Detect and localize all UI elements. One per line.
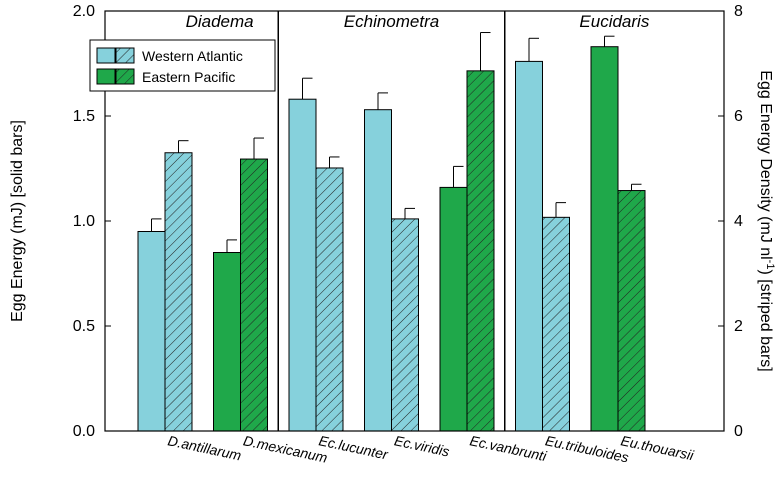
bar-striped-6: [617, 190, 646, 432]
category-label-2: Ec.lucunter: [317, 432, 390, 462]
bar-solid-0: [137, 231, 166, 432]
category-label-5: Eu.tribuloides: [544, 432, 630, 465]
legend-swatch-western-atlantic-striped: [115, 47, 135, 64]
left-tick-label-2: 1.0: [73, 213, 95, 230]
genus-labels: Diadema Echinometra Eucidaris: [186, 12, 650, 31]
bar-solid-1: [213, 252, 241, 432]
right-tick-label-2: 4: [734, 213, 743, 230]
category-label-6: Eu.thouarsii: [619, 432, 696, 463]
left-tick-label-4: 2.0: [73, 3, 95, 20]
genus-label-2: Eucidaris: [579, 12, 649, 31]
legend-label-western-atlantic: Western Atlantic: [142, 48, 243, 64]
bar-solid-4: [439, 186, 468, 432]
genus-label-0: Diadema: [186, 12, 254, 31]
right-tick-label-0: 0: [734, 423, 743, 440]
genus-label-1: Echinometra: [344, 12, 439, 31]
legend-swatch-western-atlantic-solid: [96, 47, 116, 64]
bar-striped-1: [240, 158, 268, 432]
category-label-4: Ec.vanbrunti: [468, 432, 548, 464]
bar-solid-3: [364, 109, 392, 432]
right-tick-label-1: 2: [734, 318, 743, 335]
bar-striped-2: [315, 167, 344, 432]
genus-dividers: [277, 11, 506, 431]
axis-ticks: 0.0 0.5 1.0 1.5 2.0 0 2 4 6 8: [73, 3, 743, 440]
category-label-1: D.mexicanum: [242, 432, 329, 466]
left-tick-label-1: 0.5: [73, 318, 95, 335]
right-axis-title-main: Egg Energy Density (mJ nl: [757, 70, 774, 259]
right-tick-label-4: 8: [734, 3, 743, 20]
legend: Western Atlantic Eastern Pacific: [89, 39, 276, 92]
left-tick-label-3: 1.5: [73, 108, 95, 125]
category-label-3: Ec.viridis: [393, 432, 451, 459]
left-axis-title: Egg Energy (mJ) [solid bars]: [9, 120, 26, 322]
legend-swatch-eastern-pacific-solid: [96, 68, 116, 85]
right-axis-title-sup: -1: [764, 260, 776, 270]
right-axis-title-suffix: ) [striped bars]: [757, 269, 774, 371]
bar-striped-3: [391, 218, 419, 432]
category-label-0: D.antillarum: [166, 432, 243, 463]
bar-solid-2: [288, 98, 317, 432]
bars: [137, 46, 646, 432]
left-tick-label-0: 0.0: [73, 423, 95, 440]
bar-solid-5: [515, 60, 543, 432]
bar-solid-6: [590, 46, 619, 432]
bar-striped-0: [164, 152, 193, 432]
bar-striped-5: [542, 216, 570, 432]
legend-swatch-eastern-pacific-striped: [115, 68, 135, 85]
error-bars: [151, 32, 642, 253]
right-axis-title: Egg Energy Density (mJ nl-1) [striped ba…: [757, 70, 776, 371]
legend-label-eastern-pacific: Eastern Pacific: [142, 69, 235, 85]
right-tick-label-3: 6: [734, 108, 743, 125]
bar-striped-4: [466, 70, 495, 432]
